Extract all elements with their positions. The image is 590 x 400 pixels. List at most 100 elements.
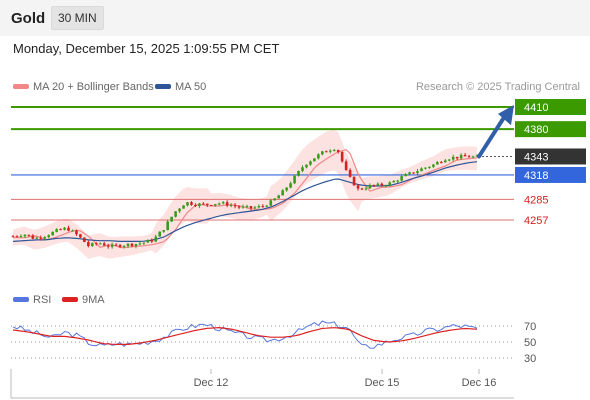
up-candle — [317, 154, 320, 159]
up-candle — [158, 231, 162, 237]
forecast-arrow — [477, 105, 514, 159]
up-candle — [162, 230, 166, 232]
up-candle — [273, 198, 277, 201]
up-candle — [63, 227, 66, 230]
up-candle — [138, 243, 142, 245]
up-candle — [368, 184, 372, 189]
up-candle — [285, 187, 288, 191]
x-tick-label: Dec 12 — [194, 377, 229, 389]
forecast-arrow-head — [498, 105, 514, 126]
down-candle — [340, 151, 344, 162]
down-candle — [59, 229, 62, 231]
down-candle — [190, 202, 193, 205]
down-candle — [31, 235, 35, 239]
rsi-panel: 70 50 30 — [11, 320, 536, 365]
up-candle — [122, 245, 126, 247]
up-candle — [170, 216, 173, 222]
up-candle — [55, 229, 58, 232]
up-candle — [305, 164, 308, 168]
up-candle — [376, 183, 380, 186]
legend-swatch-9ma — [62, 297, 78, 302]
down-candle — [440, 162, 443, 164]
down-candle — [106, 245, 110, 247]
down-candle — [467, 156, 471, 158]
down-candle — [348, 170, 352, 177]
up-candle — [400, 176, 403, 181]
up-candle — [47, 235, 50, 238]
down-candle — [83, 237, 86, 243]
up-candle — [126, 243, 130, 246]
up-candle — [51, 231, 54, 236]
header-bar: Gold 30 MIN — [0, 0, 590, 36]
down-candle — [79, 234, 82, 238]
bollinger-bands — [13, 129, 477, 259]
moving-averages — [12, 149, 478, 249]
up-candle — [265, 205, 269, 207]
legend-label-9ma: 9MA — [82, 294, 105, 306]
rsi-ma-line — [12, 326, 478, 345]
up-candle — [229, 205, 233, 207]
down-candle — [94, 243, 98, 245]
timestamp: Monday, December 15, 2025 1:09:55 PM CET — [13, 41, 280, 56]
up-candle — [98, 243, 102, 245]
down-candle — [75, 230, 78, 235]
up-candle — [217, 203, 221, 205]
ma50-line — [12, 161, 478, 242]
up-candle — [309, 161, 312, 165]
bollinger-band-area — [13, 129, 477, 259]
down-candle — [336, 150, 340, 152]
up-candle — [277, 195, 281, 199]
down-candle — [209, 204, 213, 206]
up-candle — [404, 174, 407, 177]
up-candle — [182, 205, 185, 209]
up-candle — [23, 234, 27, 237]
level-labels: 4410 4380 4343 4318 4285 4257 — [515, 99, 586, 227]
last-price-badge — [515, 148, 586, 165]
up-candle — [313, 158, 316, 162]
down-candle — [233, 205, 237, 207]
price-levels — [11, 106, 514, 221]
up-candle — [257, 206, 261, 208]
up-candle — [332, 150, 336, 152]
resistance-badge — [515, 121, 586, 138]
up-candle — [328, 150, 332, 152]
down-candle — [261, 206, 265, 208]
up-candle — [253, 207, 257, 209]
up-candle — [392, 180, 396, 183]
down-candle — [27, 234, 31, 236]
down-candle — [225, 202, 229, 206]
symbol-title: Gold — [11, 10, 46, 27]
down-candle — [194, 204, 197, 207]
up-candle — [142, 242, 146, 244]
resistance-label: 4410 — [524, 102, 548, 114]
down-candle — [11, 236, 15, 238]
support-label: 4285 — [524, 194, 548, 206]
up-candle — [428, 166, 431, 168]
down-candle — [344, 161, 348, 171]
down-candle — [352, 176, 356, 186]
down-candle — [15, 236, 19, 238]
up-candle — [269, 200, 273, 206]
legend-label-ma50: MA 50 — [175, 81, 206, 93]
down-candle — [114, 244, 118, 246]
legend-label-rsi: RSI — [33, 294, 51, 306]
up-candle — [364, 188, 368, 190]
up-candle — [321, 151, 324, 155]
up-candle — [281, 190, 284, 196]
pivot-label: 4318 — [524, 170, 548, 182]
up-candle — [241, 206, 245, 208]
timeframe-button[interactable]: 30 MIN — [51, 6, 104, 30]
up-candle — [186, 202, 189, 206]
up-candle — [475, 155, 479, 157]
down-candle — [202, 203, 205, 205]
up-candle — [245, 206, 249, 208]
rsi-level-label: 50 — [524, 337, 536, 349]
rsi-level-label: 30 — [524, 353, 536, 365]
down-candle — [412, 172, 415, 174]
up-candle — [293, 175, 296, 184]
resistance-label: 4380 — [524, 124, 548, 136]
candles — [11, 148, 479, 249]
up-candle — [146, 239, 150, 243]
legend-label-ma20: MA 20 + Bollinger Bands — [33, 81, 154, 93]
